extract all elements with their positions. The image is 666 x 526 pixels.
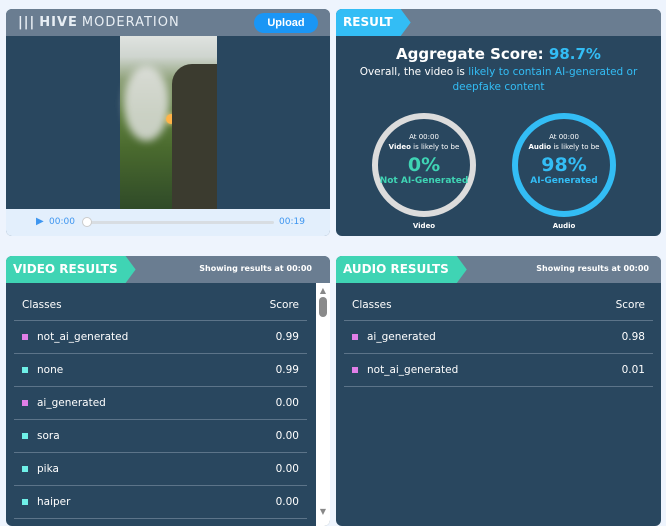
class-color-swatch (22, 466, 28, 472)
table-header: Classes Score (14, 290, 307, 321)
class-color-swatch (22, 334, 28, 340)
class-name: none (37, 364, 64, 376)
class-score: 0.00 (275, 430, 299, 442)
class-name: sora (37, 430, 60, 442)
hive-logo: ||| HIVE MODERATION (18, 15, 180, 30)
video-results-table: Classes Score not_ai_generated 0.99 none 0.9… (14, 290, 307, 519)
class-score: 0.00 (275, 496, 299, 508)
table-row: ai_generated 0.98 (344, 321, 653, 354)
class-color-swatch (22, 499, 28, 505)
summary-text: Overall, the video is likely to contain … (359, 66, 638, 93)
video-results-header: VIDEO RESULTS Showing results at 00:00 (6, 256, 330, 283)
video-gauge: At 00:00 Video is likely to be 0% Not AI… (372, 113, 476, 217)
class-name: ai_generated (367, 331, 436, 343)
class-color-swatch (352, 334, 358, 340)
class-score: 0.00 (275, 463, 299, 475)
aggregate-score: Aggregate Score: 98.7% (396, 45, 601, 63)
table-row: not_ai_generated 0.01 (344, 354, 653, 387)
audio-results-table: Classes Score ai_generated 0.98 not_ai_gene… (344, 290, 653, 387)
showing-text: Showing results at 00:00 (199, 264, 312, 273)
table-row: sora 0.00 (14, 420, 307, 453)
table-header: Classes Score (344, 290, 653, 321)
upload-button[interactable]: Upload (254, 13, 318, 33)
class-name: not_ai_generated (367, 364, 459, 376)
class-score: 0.99 (275, 331, 299, 343)
audio-results-panel: AUDIO RESULTS Showing results at 00:00 C… (336, 256, 661, 526)
class-score: 0.00 (275, 397, 299, 409)
table-row: not_ai_generated 0.99 (14, 321, 307, 354)
table-row: ai_generated 0.00 (14, 387, 307, 420)
audio-gauge: At 00:00 Audio is likely to be 98% AI-Ge… (512, 113, 616, 217)
scrollbar[interactable]: ▲ ▼ (316, 283, 330, 526)
video-preview[interactable] (120, 36, 217, 209)
scroll-up-icon[interactable]: ▲ (319, 286, 327, 295)
current-time: 00:00 (49, 217, 75, 227)
class-score: 0.98 (621, 331, 645, 343)
play-icon[interactable]: ▶ (36, 216, 44, 227)
audio-results-header: AUDIO RESULTS Showing results at 00:00 (336, 256, 661, 283)
class-name: ai_generated (37, 397, 106, 409)
video-controls: ▶ 00:00 00:19 (6, 209, 330, 236)
class-color-swatch (22, 367, 28, 373)
fire (166, 114, 176, 124)
class-name: haiper (37, 496, 71, 508)
class-score: 0.99 (275, 364, 299, 376)
class-name: pika (37, 463, 59, 475)
showing-text: Showing results at 00:00 (536, 264, 649, 273)
result-tab: RESULT (336, 9, 411, 36)
table-row: pika 0.00 (14, 453, 307, 486)
class-score: 0.01 (621, 364, 645, 376)
seek-bar[interactable] (86, 221, 274, 224)
class-color-swatch (352, 367, 358, 373)
video-gauge-label: Video (412, 222, 436, 230)
class-color-swatch (22, 400, 28, 406)
audio-gauge-label: Audio (552, 222, 576, 230)
scroll-thumb[interactable] (319, 297, 327, 317)
audio-results-tab: AUDIO RESULTS (336, 256, 467, 283)
scroll-down-icon[interactable]: ▼ (319, 507, 327, 516)
class-name: not_ai_generated (37, 331, 129, 343)
media-panel: ||| HIVE MODERATION Upload ▶ 00:00 00:19 (6, 9, 330, 236)
result-panel: RESULT Aggregate Score: 98.7% Overall, t… (336, 9, 661, 236)
video-results-tab: VIDEO RESULTS (6, 256, 136, 283)
video-results-panel: VIDEO RESULTS Showing results at 00:00 C… (6, 256, 330, 526)
class-color-swatch (22, 433, 28, 439)
hive-logo-icon: ||| (18, 15, 36, 30)
seek-handle[interactable] (82, 217, 92, 227)
duration: 00:19 (279, 217, 305, 227)
table-row: haiper 0.00 (14, 486, 307, 519)
media-header: ||| HIVE MODERATION Upload (6, 9, 330, 36)
smoke (124, 66, 169, 141)
soldier (172, 64, 217, 209)
table-row: none 0.99 (14, 354, 307, 387)
result-header: RESULT (336, 9, 661, 36)
